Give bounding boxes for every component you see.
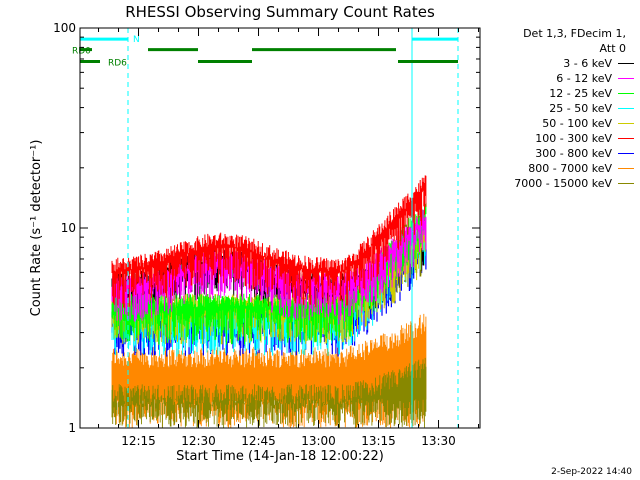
- legend-label: 100 - 300 keV: [535, 132, 612, 145]
- series-line: [111, 209, 427, 325]
- y-axis-label: Count Rate (s⁻¹ detector⁻¹): [29, 140, 44, 317]
- x-tick-label: 13:15: [361, 434, 396, 448]
- chart-title: RHESSI Observing Summary Count Rates: [125, 3, 435, 21]
- legend-header-line2: Att 0: [599, 42, 626, 55]
- legend-label: 3 - 6 keV: [563, 57, 612, 70]
- legend-item: 50 - 100 keV: [478, 116, 634, 131]
- series-line: [111, 357, 427, 428]
- legend-label: 6 - 12 keV: [556, 72, 612, 85]
- x-tick-label: 13:30: [421, 434, 456, 448]
- legend-label: 25 - 50 keV: [549, 102, 612, 115]
- legend-swatch: [618, 123, 634, 124]
- legend-item: 6 - 12 keV: [478, 71, 634, 86]
- series-line: [111, 175, 427, 309]
- rd0-label: RD0: [72, 47, 91, 57]
- footer-date: 2-Sep-2022 14:40: [551, 467, 632, 477]
- y-tick-label: 1: [68, 421, 76, 435]
- legend-label: 12 - 25 keV: [549, 87, 612, 100]
- legend-swatch: [618, 93, 634, 94]
- legend-swatch: [618, 78, 634, 79]
- legend-swatch: [618, 108, 634, 109]
- legend-item: 7000 - 15000 keV: [478, 176, 634, 191]
- legend-swatch: [618, 138, 634, 139]
- legend-item: 12 - 25 keV: [478, 86, 634, 101]
- series-group: [111, 175, 427, 428]
- x-tick-label: 12:15: [121, 434, 156, 448]
- n-label: N: [133, 35, 140, 45]
- legend-swatch: [618, 153, 634, 154]
- x-axis-label: Start Time (14-Jan-18 12:00:22): [176, 449, 384, 464]
- x-tick-label: 12:45: [241, 434, 276, 448]
- legend-label: 50 - 100 keV: [542, 117, 612, 130]
- legend-item: 800 - 7000 keV: [478, 161, 634, 176]
- legend-label: 800 - 7000 keV: [528, 162, 612, 175]
- legend-label: 7000 - 15000 keV: [514, 177, 612, 190]
- legend-item: 100 - 300 keV: [478, 131, 634, 146]
- x-tick-label: 12:30: [181, 434, 216, 448]
- rd6-label: RD6: [108, 58, 127, 68]
- legend-item: 25 - 50 keV: [478, 101, 634, 116]
- legend-label: 300 - 800 keV: [535, 147, 612, 160]
- legend-header-line1: Det 1,3, FDecim 1,: [523, 27, 626, 40]
- legend-item: 300 - 800 keV: [478, 146, 634, 161]
- legend-item: 3 - 6 keV: [478, 56, 634, 71]
- y-tick-label: 100: [53, 21, 76, 35]
- chart-legend: Det 1,3, FDecim 1, Att 0 3 - 6 keV 6 - 12…: [478, 26, 634, 191]
- legend-swatch: [618, 63, 634, 64]
- legend-swatch: [618, 168, 634, 169]
- y-tick-label: 10: [61, 221, 76, 235]
- x-tick-label: 13:00: [301, 434, 336, 448]
- legend-swatch: [618, 183, 634, 184]
